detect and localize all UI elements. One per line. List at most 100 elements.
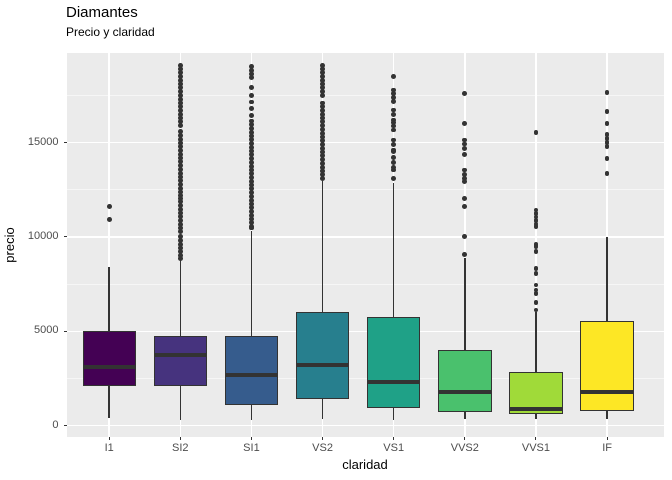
- outlier-dot: [533, 270, 539, 276]
- outlier-dot: [249, 186, 254, 192]
- major-gridline: [66, 236, 664, 238]
- outlier-dot: [249, 93, 254, 98]
- outlier-dot: [320, 62, 325, 68]
- outlier-dot: [462, 204, 468, 209]
- outlier-dot: [177, 178, 183, 184]
- outlier-dot: [249, 126, 254, 131]
- outlier-dot: [249, 178, 254, 184]
- outlier-dot: [249, 99, 254, 105]
- box-I1: [82, 330, 136, 386]
- outlier-dot: [604, 120, 610, 126]
- major-gridline: [66, 141, 664, 144]
- outlier-dot: [320, 157, 325, 162]
- outlier-dot: [177, 249, 183, 255]
- outlier-dot: [533, 218, 539, 223]
- outlier-dot: [462, 179, 468, 185]
- outlier-dot: [391, 111, 397, 117]
- outlier-dot: [177, 85, 183, 91]
- outlier-dot: [249, 118, 254, 124]
- outlier-dot: [320, 93, 325, 98]
- y-tick-label: 10000: [27, 229, 59, 242]
- x-tick-label: SI2: [172, 442, 189, 454]
- y-tick-mark: [63, 236, 67, 238]
- outlier-dot: [320, 81, 325, 87]
- outlier-dot: [533, 129, 539, 135]
- outlier-dot: [533, 224, 539, 229]
- outlier-dot: [320, 168, 325, 174]
- outlier-dot: [320, 130, 325, 136]
- outlier-dot: [320, 176, 325, 181]
- outlier-dot: [320, 66, 325, 72]
- outlier-dot: [391, 74, 397, 79]
- y-axis-title: precio: [2, 227, 17, 263]
- outlier-dot: [177, 151, 183, 157]
- outlier-dot: [462, 195, 468, 201]
- outlier-dot: [106, 216, 112, 222]
- outlier-dot: [249, 106, 254, 112]
- outlier-dot: [533, 221, 539, 227]
- outlier-dot: [177, 214, 183, 220]
- outlier-dot: [106, 204, 112, 209]
- outlier-dot: [320, 134, 325, 140]
- box-VVS1: [509, 371, 563, 414]
- outlier-dot: [604, 89, 610, 95]
- outlier-dot: [177, 77, 183, 83]
- box-VVS2: [438, 350, 492, 413]
- x-tick-label: I1: [104, 442, 114, 454]
- outlier-dot: [177, 144, 183, 150]
- outlier-dot: [249, 141, 254, 146]
- box-VS2: [295, 311, 350, 400]
- outlier-dot: [177, 241, 183, 247]
- y-tick-mark: [63, 142, 67, 144]
- outlier-dot: [177, 111, 183, 117]
- outlier-dot: [462, 176, 468, 181]
- x-tick-mark: [535, 437, 537, 440]
- outlier-dot: [177, 163, 183, 169]
- outlier-dot: [249, 144, 254, 150]
- x-tick-mark: [179, 437, 181, 440]
- outlier-dot: [320, 115, 325, 121]
- minor-gridline: [66, 94, 664, 96]
- x-tick-label: SI1: [243, 442, 260, 454]
- box-SI1: [224, 335, 279, 406]
- outlier-dot: [249, 220, 254, 226]
- median-SI1: [224, 373, 279, 378]
- outlier-dot: [177, 255, 183, 261]
- outlier-dot: [249, 216, 254, 222]
- outlier-dot: [320, 77, 325, 83]
- outlier-dot: [320, 149, 325, 155]
- outlier-dot: [320, 70, 325, 76]
- outlier-dot: [391, 155, 397, 161]
- outlier-dot: [249, 209, 254, 214]
- outlier-dot: [391, 149, 397, 155]
- outlier-dot: [391, 123, 397, 129]
- whisker-VS2: [321, 181, 324, 420]
- outlier-dot: [391, 127, 397, 133]
- outlier-dot: [462, 145, 468, 151]
- vertical-gridline: [108, 53, 110, 437]
- outlier-dot: [249, 152, 254, 158]
- x-tick-mark: [250, 437, 252, 440]
- outlier-dot: [249, 71, 254, 77]
- x-tick-mark: [606, 437, 608, 440]
- outlier-dot: [320, 153, 325, 159]
- outlier-dot: [177, 123, 183, 129]
- outlier-dot: [249, 171, 254, 177]
- outlier-dot: [391, 167, 397, 173]
- x-axis-title: claridad: [342, 457, 388, 472]
- outlier-dot: [320, 145, 325, 151]
- outlier-dot: [604, 144, 610, 149]
- outlier-dot: [177, 199, 183, 205]
- outlier-dot: [391, 120, 397, 126]
- outlier-dot: [320, 85, 325, 91]
- outlier-dot: [177, 221, 183, 227]
- outlier-dot: [249, 175, 254, 180]
- outlier-dot: [391, 99, 397, 105]
- x-tick-mark: [393, 437, 395, 440]
- outlier-dot: [177, 234, 183, 239]
- outlier-dot: [320, 74, 325, 79]
- outlier-dot: [320, 108, 325, 113]
- outlier-dot: [177, 167, 183, 172]
- minor-gridline: [66, 378, 664, 379]
- outlier-dot: [249, 193, 254, 199]
